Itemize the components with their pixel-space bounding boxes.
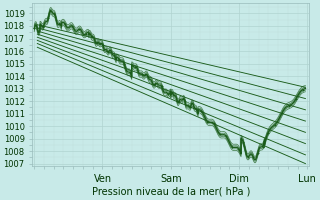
X-axis label: Pression niveau de la mer( hPa ): Pression niveau de la mer( hPa ) xyxy=(92,187,250,197)
